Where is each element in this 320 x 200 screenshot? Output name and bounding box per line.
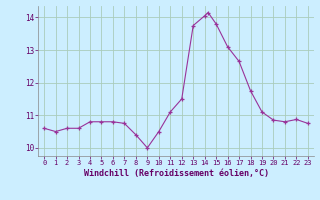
X-axis label: Windchill (Refroidissement éolien,°C): Windchill (Refroidissement éolien,°C): [84, 169, 268, 178]
